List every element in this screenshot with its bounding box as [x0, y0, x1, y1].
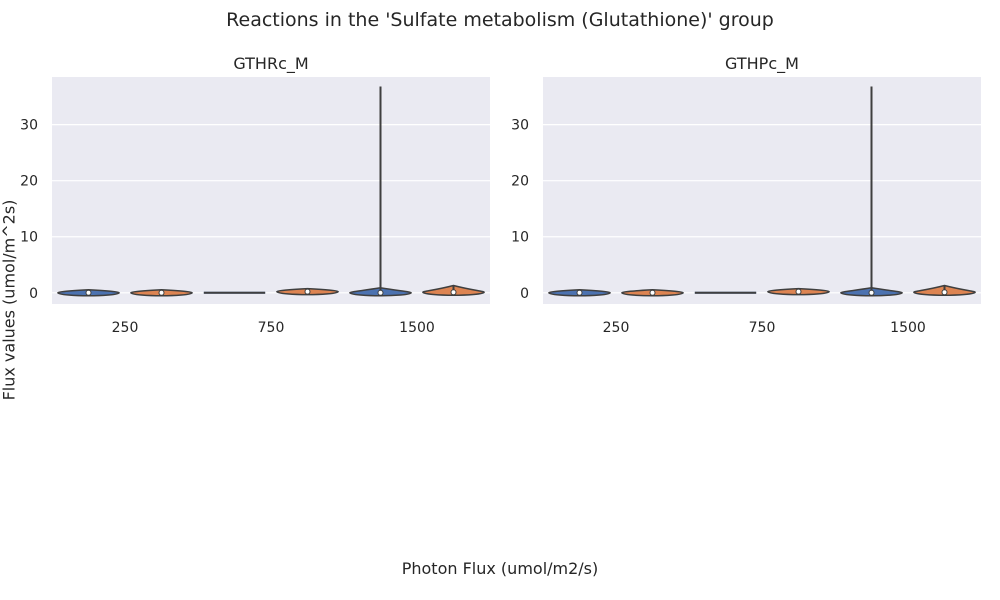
y-tick-label: 10	[20, 230, 38, 246]
y-tick-label: 30	[20, 118, 38, 134]
median-marker	[85, 289, 92, 296]
y-tick-label: 0	[29, 286, 38, 302]
y-tick-label: 0	[520, 286, 529, 302]
y-tick-label: 20	[511, 174, 529, 190]
median-marker	[941, 289, 948, 296]
panel-title: GTHRc_M	[233, 54, 308, 74]
panel-title: GTHPc_M	[725, 54, 799, 74]
x-tick-label: 250	[603, 320, 630, 336]
median-marker	[649, 289, 656, 296]
x-tick-label: 750	[258, 320, 285, 336]
x-tick-label: 250	[112, 320, 139, 336]
median-marker	[576, 289, 583, 296]
median-marker	[450, 289, 457, 296]
median-marker	[377, 289, 384, 296]
x-tick-label: 750	[749, 320, 776, 336]
panel-background	[543, 77, 981, 304]
figure-title: Reactions in the 'Sulfate metabolism (Gl…	[226, 9, 774, 31]
y-tick-label: 10	[511, 230, 529, 246]
median-marker	[304, 288, 311, 295]
x-tick-label: 1500	[890, 320, 926, 336]
median-marker	[868, 289, 875, 296]
y-tick-label: 30	[511, 118, 529, 134]
median-marker	[795, 288, 802, 295]
y-tick-label: 20	[20, 174, 38, 190]
x-tick-label: 1500	[399, 320, 435, 336]
panel-background	[52, 77, 490, 304]
x-axis-label: Photon Flux (umol/m2/s)	[401, 559, 599, 578]
median-marker	[158, 289, 165, 296]
